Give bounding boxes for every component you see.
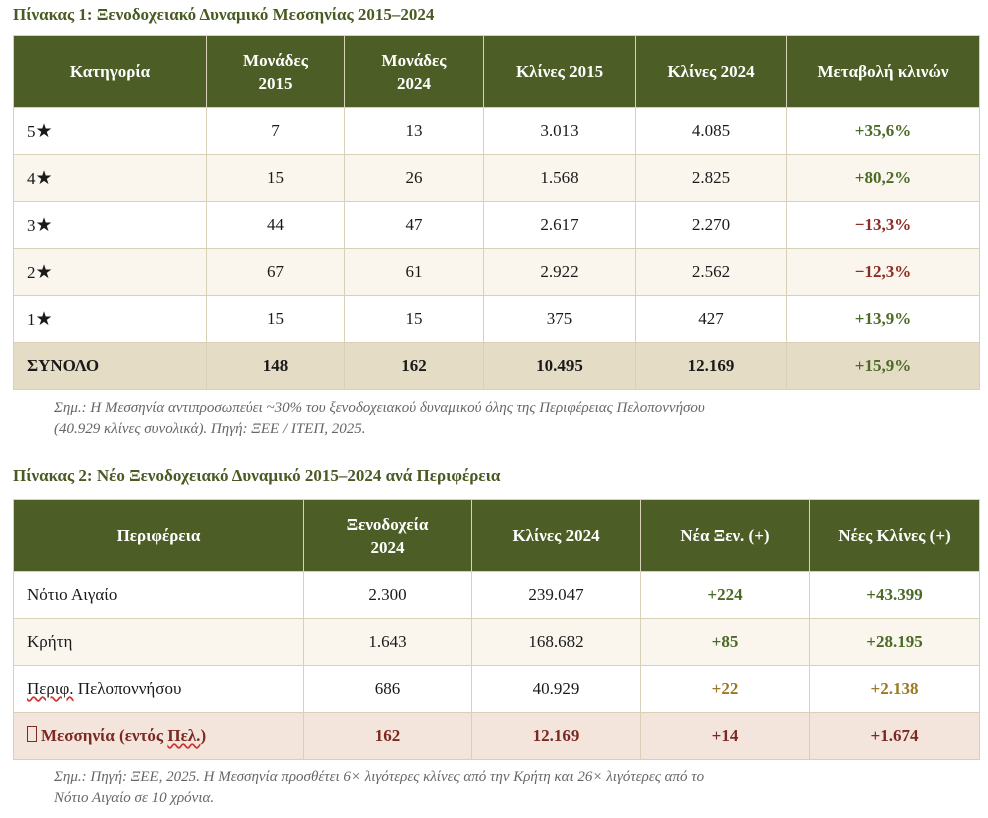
header-units-2024: Μονάδες 2024	[344, 35, 484, 108]
star-icon: ★	[35, 308, 53, 330]
bed-change-cell: +13,9%	[786, 295, 980, 343]
new-hotels-cell: +14	[640, 712, 810, 760]
units-2024-cell: 15	[344, 295, 484, 343]
hotels-cell: 686	[303, 665, 472, 713]
region-cell: Νότιο Αιγαίο	[13, 571, 304, 619]
table2: Περιφέρεια Ξενοδοχεία 2024 Κλίνες 2024 Νέ…	[13, 499, 980, 760]
table1-caption: Πίνακας 1: Ξενοδοχειακό Δυναμικό Μεσσηνί…	[13, 5, 435, 24]
bed-change-cell: −13,3%	[786, 201, 980, 249]
table1-note: Σημ.: Η Μεσσηνία αντιπροσωπεύει ~30% του…	[54, 400, 705, 437]
table2-header-row: Περιφέρεια Ξενοδοχεία 2024 Κλίνες 2024 Νέ…	[13, 499, 980, 572]
region-cell: Περιφ. Πελοποννήσου	[13, 665, 304, 713]
region-cell: Κρήτη	[13, 618, 304, 666]
header-bed-change: Μεταβολή κλινών	[786, 35, 980, 108]
table1: Κατηγορία Μονάδες 2015 Μονάδες 2024 Κλίνες…	[13, 35, 980, 390]
total-units-2015: 148	[206, 342, 345, 390]
header-beds-2024: Κλίνες 2024	[635, 35, 787, 108]
header-beds-2015: Κλίνες 2015	[483, 35, 636, 108]
units-2024-cell: 26	[344, 154, 484, 202]
units-2015-cell: 15	[206, 154, 345, 202]
units-2024-cell: 47	[344, 201, 484, 249]
table-row: 4★ 15 26 1.568 2.825 +80,2%	[13, 154, 980, 202]
header-hotels-2024: Ξενοδοχεία 2024	[303, 499, 472, 572]
header-category: Κατηγορία	[13, 35, 207, 108]
spellcheck-word: Πελ.	[167, 726, 201, 745]
beds-cell: 40.929	[471, 665, 641, 713]
table-row: Κρήτη 1.643 168.682 +85 +28.195	[13, 618, 980, 666]
hotels-cell: 2.300	[303, 571, 472, 619]
new-beds-cell: +1.674	[809, 712, 980, 760]
beds-2024-cell: 427	[635, 295, 787, 343]
star-icon: ★	[35, 214, 53, 236]
new-beds-cell: +2.138	[809, 665, 980, 713]
beds-2015-cell: 2.617	[483, 201, 636, 249]
beds-2024-cell: 4.085	[635, 107, 787, 155]
bed-change-cell: −12,3%	[786, 248, 980, 296]
category-cell: 3★	[13, 201, 207, 249]
category-cell: 5★	[13, 107, 207, 155]
beds-cell: 12.169	[471, 712, 641, 760]
table2-note: Σημ.: Πηγή: ΞΕΕ, 2025. Η Μεσσηνία προσθέ…	[54, 769, 705, 806]
total-beds-2015: 10.495	[483, 342, 636, 390]
beds-2024-cell: 2.825	[635, 154, 787, 202]
units-2015-cell: 44	[206, 201, 345, 249]
new-beds-cell: +43.399	[809, 571, 980, 619]
header-region: Περιφέρεια	[13, 499, 304, 572]
beds-2015-cell: 2.922	[483, 248, 636, 296]
table-row: 3★ 44 47 2.617 2.270 −13,3%	[13, 201, 980, 249]
hotels-cell: 162	[303, 712, 472, 760]
beds-2015-cell: 1.568	[483, 154, 636, 202]
header-new-hotels: Νέα Ξεν. (+)	[640, 499, 810, 572]
bed-change-cell: +35,6%	[786, 107, 980, 155]
table-row: 5★ 7 13 3.013 4.085 +35,6%	[13, 107, 980, 155]
table-row: Νότιο Αιγαίο 2.300 239.047 +224 +43.399	[13, 571, 980, 619]
beds-2015-cell: 375	[483, 295, 636, 343]
region-cell: Μεσσηνία (εντός Πελ.)	[13, 712, 304, 760]
total-bed-change: +15,9%	[786, 342, 980, 390]
category-cell: 4★	[13, 154, 207, 202]
beds-2015-cell: 3.013	[483, 107, 636, 155]
star-icon: ★	[35, 120, 53, 142]
new-hotels-cell: +85	[640, 618, 810, 666]
table-row: Περιφ. Πελοποννήσου 686 40.929 +22 +2.13…	[13, 665, 980, 713]
category-cell: 1★	[13, 295, 207, 343]
total-label: ΣΥΝΟΛΟ	[13, 342, 207, 390]
beds-2024-cell: 2.562	[635, 248, 787, 296]
units-2024-cell: 61	[344, 248, 484, 296]
units-2015-cell: 15	[206, 295, 345, 343]
new-hotels-cell: +224	[640, 571, 810, 619]
table-row: 1★ 15 15 375 427 +13,9%	[13, 295, 980, 343]
total-units-2024: 162	[344, 342, 484, 390]
beds-2024-cell: 2.270	[635, 201, 787, 249]
total-beds-2024: 12.169	[635, 342, 787, 390]
placeholder-box-icon	[27, 726, 37, 742]
table2-caption: Πίνακας 2: Νέο Ξενοδοχειακό Δυναμικό 201…	[13, 466, 501, 485]
total-row: ΣΥΝΟΛΟ 148 162 10.495 12.169 +15,9%	[13, 342, 980, 390]
table1-header-row: Κατηγορία Μονάδες 2015 Μονάδες 2024 Κλίνες…	[13, 35, 980, 108]
hotels-cell: 1.643	[303, 618, 472, 666]
header-beds-2024: Κλίνες 2024	[471, 499, 641, 572]
beds-cell: 168.682	[471, 618, 641, 666]
category-cell: 2★	[13, 248, 207, 296]
units-2015-cell: 67	[206, 248, 345, 296]
new-hotels-cell: +22	[640, 665, 810, 713]
star-icon: ★	[35, 167, 53, 189]
units-2015-cell: 7	[206, 107, 345, 155]
units-2024-cell: 13	[344, 107, 484, 155]
table-row: 2★ 67 61 2.922 2.562 −12,3%	[13, 248, 980, 296]
star-icon: ★	[35, 261, 53, 283]
bed-change-cell: +80,2%	[786, 154, 980, 202]
spellcheck-word: Περιφ.	[27, 679, 74, 698]
beds-cell: 239.047	[471, 571, 641, 619]
header-units-2015: Μονάδες 2015	[206, 35, 345, 108]
new-beds-cell: +28.195	[809, 618, 980, 666]
highlight-row-messinia: Μεσσηνία (εντός Πελ.) 162 12.169 +14 +1.…	[13, 712, 980, 760]
header-new-beds: Νέες Κλίνες (+)	[809, 499, 980, 572]
